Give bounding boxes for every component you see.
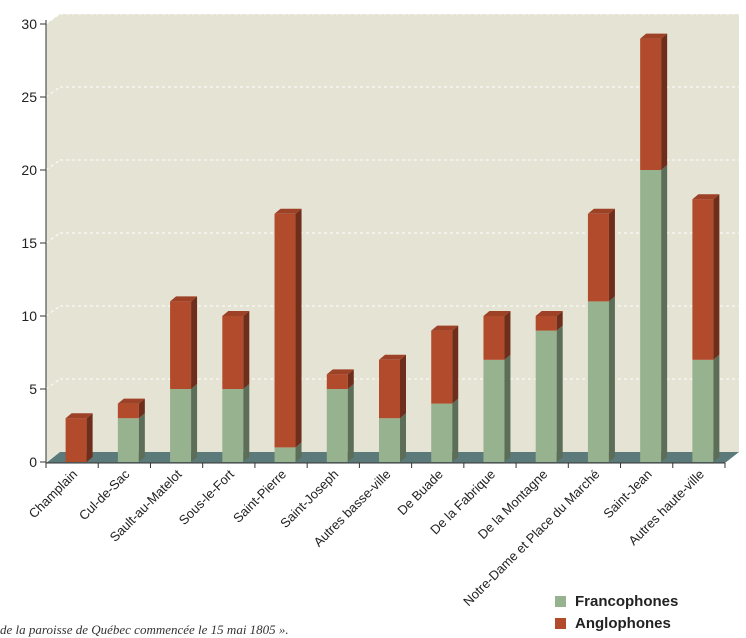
bar-francophones-cul-de-sac-side <box>138 413 145 462</box>
bar-anglophones-autres-basse-ville <box>379 359 400 419</box>
bar-top-notre-dame-et-place-du-marche <box>587 208 615 214</box>
bar-francophones-sous-le-fort <box>222 389 244 462</box>
y-tick-label: 10 <box>21 308 37 324</box>
bar-anglophones-de-la-montagne <box>535 316 557 331</box>
x-tick-label-saint-jean: Saint-Jean <box>600 467 655 522</box>
bar-anglophones-autres-haute-ville-side <box>713 194 720 360</box>
bar-anglophones-notre-dame-et-place-du-marche <box>587 213 609 302</box>
bar-francophones-saint-pierre-side <box>295 442 302 462</box>
bar-francophones-notre-dame-et-place-du-marche <box>587 301 609 462</box>
bar-top-cul-de-sac <box>117 398 145 404</box>
bar-top-sous-le-fort <box>222 311 250 316</box>
bar-francophones-sault-au-matelot <box>170 389 192 462</box>
y-tick-label: 15 <box>21 235 37 251</box>
bar-francophones-sous-le-fort-side <box>243 384 250 462</box>
y-tick-label: 5 <box>29 381 37 397</box>
bar-anglophones-de-la-fabrique <box>483 316 505 360</box>
legend-label-anglophones: Anglophones <box>575 614 671 632</box>
bar-francophones-saint-jean-side <box>661 165 668 462</box>
bar-francophones-de-la-montagne <box>535 330 557 462</box>
bar-francophones-cul-de-sac <box>117 418 139 462</box>
bar-anglophones-cul-de-sac-side <box>138 398 145 419</box>
bar-anglophones-saint-joseph-side <box>347 369 354 389</box>
gridline-diag <box>45 305 61 317</box>
plot-background <box>46 14 739 462</box>
bar-anglophones-champlain <box>65 418 87 462</box>
bar-francophones-saint-pierre <box>274 447 296 462</box>
bar-anglophones-sault-au-matelot-side <box>191 296 198 389</box>
bar-anglophones-sault-au-matelot <box>170 301 192 389</box>
bar-anglophones-sous-le-fort <box>222 316 244 389</box>
x-tick-label-champlain: Champlain <box>26 467 81 522</box>
bar-top-champlain <box>65 413 93 419</box>
bar-francophones-de-buade-side <box>452 398 459 462</box>
bar-top-sault-au-matelot <box>170 296 198 302</box>
bar-francophones-saint-jean <box>640 170 662 462</box>
bar-top-saint-jean <box>640 33 668 39</box>
bar-anglophones-notre-dame-et-place-du-marche-side <box>608 208 615 302</box>
bar-francophones-autres-basse-ville-side <box>400 413 406 462</box>
bar-anglophones-champlain-side <box>86 413 93 462</box>
y-tick-label: 0 <box>29 454 37 470</box>
bar-francophones-autres-haute-ville-side <box>713 354 720 462</box>
y-tick-label: 25 <box>21 89 37 105</box>
legend-swatch-anglophones <box>555 617 566 629</box>
bar-top-saint-pierre <box>274 208 302 214</box>
gridline-diag <box>45 232 61 244</box>
bar-anglophones-de-buade <box>431 330 453 404</box>
bar-francophones-de-la-montagne-side <box>556 325 563 462</box>
bar-francophones-autres-haute-ville <box>692 359 714 462</box>
bar-anglophones-autres-haute-ville <box>692 199 714 360</box>
bar-anglophones-sous-le-fort-side <box>243 311 250 389</box>
x-tick-label-de-buade: De Buade <box>394 467 445 518</box>
bar-top-de-buade <box>431 325 459 331</box>
bar-anglophones-saint-jean <box>640 38 662 170</box>
bar-anglophones-cul-de-sac <box>117 403 139 419</box>
bar-top-autres-haute-ville <box>692 194 720 200</box>
bar-anglophones-autres-basse-ville-side <box>400 354 406 419</box>
x-tick-label-cul-de-sac: Cul-de-Sac <box>76 466 133 523</box>
bar-anglophones-saint-pierre <box>274 213 296 448</box>
x-tick-label-sous-le-fort: Sous-le-Fort <box>176 466 237 527</box>
legend-label-francophones: Francophones <box>575 592 679 610</box>
bar-francophones-saint-joseph <box>326 389 348 462</box>
bar-francophones-notre-dame-et-place-du-marche-side <box>608 296 615 462</box>
bar-francophones-de-la-fabrique-side <box>504 354 511 462</box>
bar-anglophones-de-la-montagne-side <box>556 311 563 331</box>
bar-top-de-la-montagne <box>535 311 563 316</box>
legend-item-francophones: Francophones <box>555 590 678 612</box>
gridline-diag <box>45 378 61 390</box>
bar-top-autres-basse-ville <box>379 354 406 360</box>
bar-anglophones-saint-jean-side <box>661 33 668 170</box>
y-tick-label: 30 <box>21 16 37 32</box>
legend: Francophones Anglophones <box>555 590 678 634</box>
bar-francophones-sault-au-matelot-side <box>191 384 198 462</box>
bar-francophones-de-la-fabrique <box>483 359 505 462</box>
legend-item-anglophones: Anglophones <box>555 612 678 634</box>
gridline-diag <box>45 159 61 171</box>
bar-top-de-la-fabrique <box>483 311 511 316</box>
bar-anglophones-de-buade-side <box>452 325 459 404</box>
bar-francophones-autres-basse-ville <box>379 418 400 462</box>
gridline-diag <box>45 13 61 25</box>
bar-anglophones-de-la-fabrique-side <box>504 311 511 360</box>
legend-swatch-francophones <box>555 595 566 607</box>
bar-top-saint-joseph <box>326 369 354 375</box>
y-tick-label: 20 <box>21 162 37 178</box>
gridline-diag <box>45 86 61 98</box>
bar-francophones-de-buade <box>431 403 453 462</box>
bar-anglophones-saint-joseph <box>326 374 348 389</box>
bar-anglophones-saint-pierre-side <box>295 208 302 448</box>
bar-francophones-saint-joseph-side <box>347 384 354 462</box>
caption: de la paroisse de Québec commencée le 15… <box>0 622 289 637</box>
